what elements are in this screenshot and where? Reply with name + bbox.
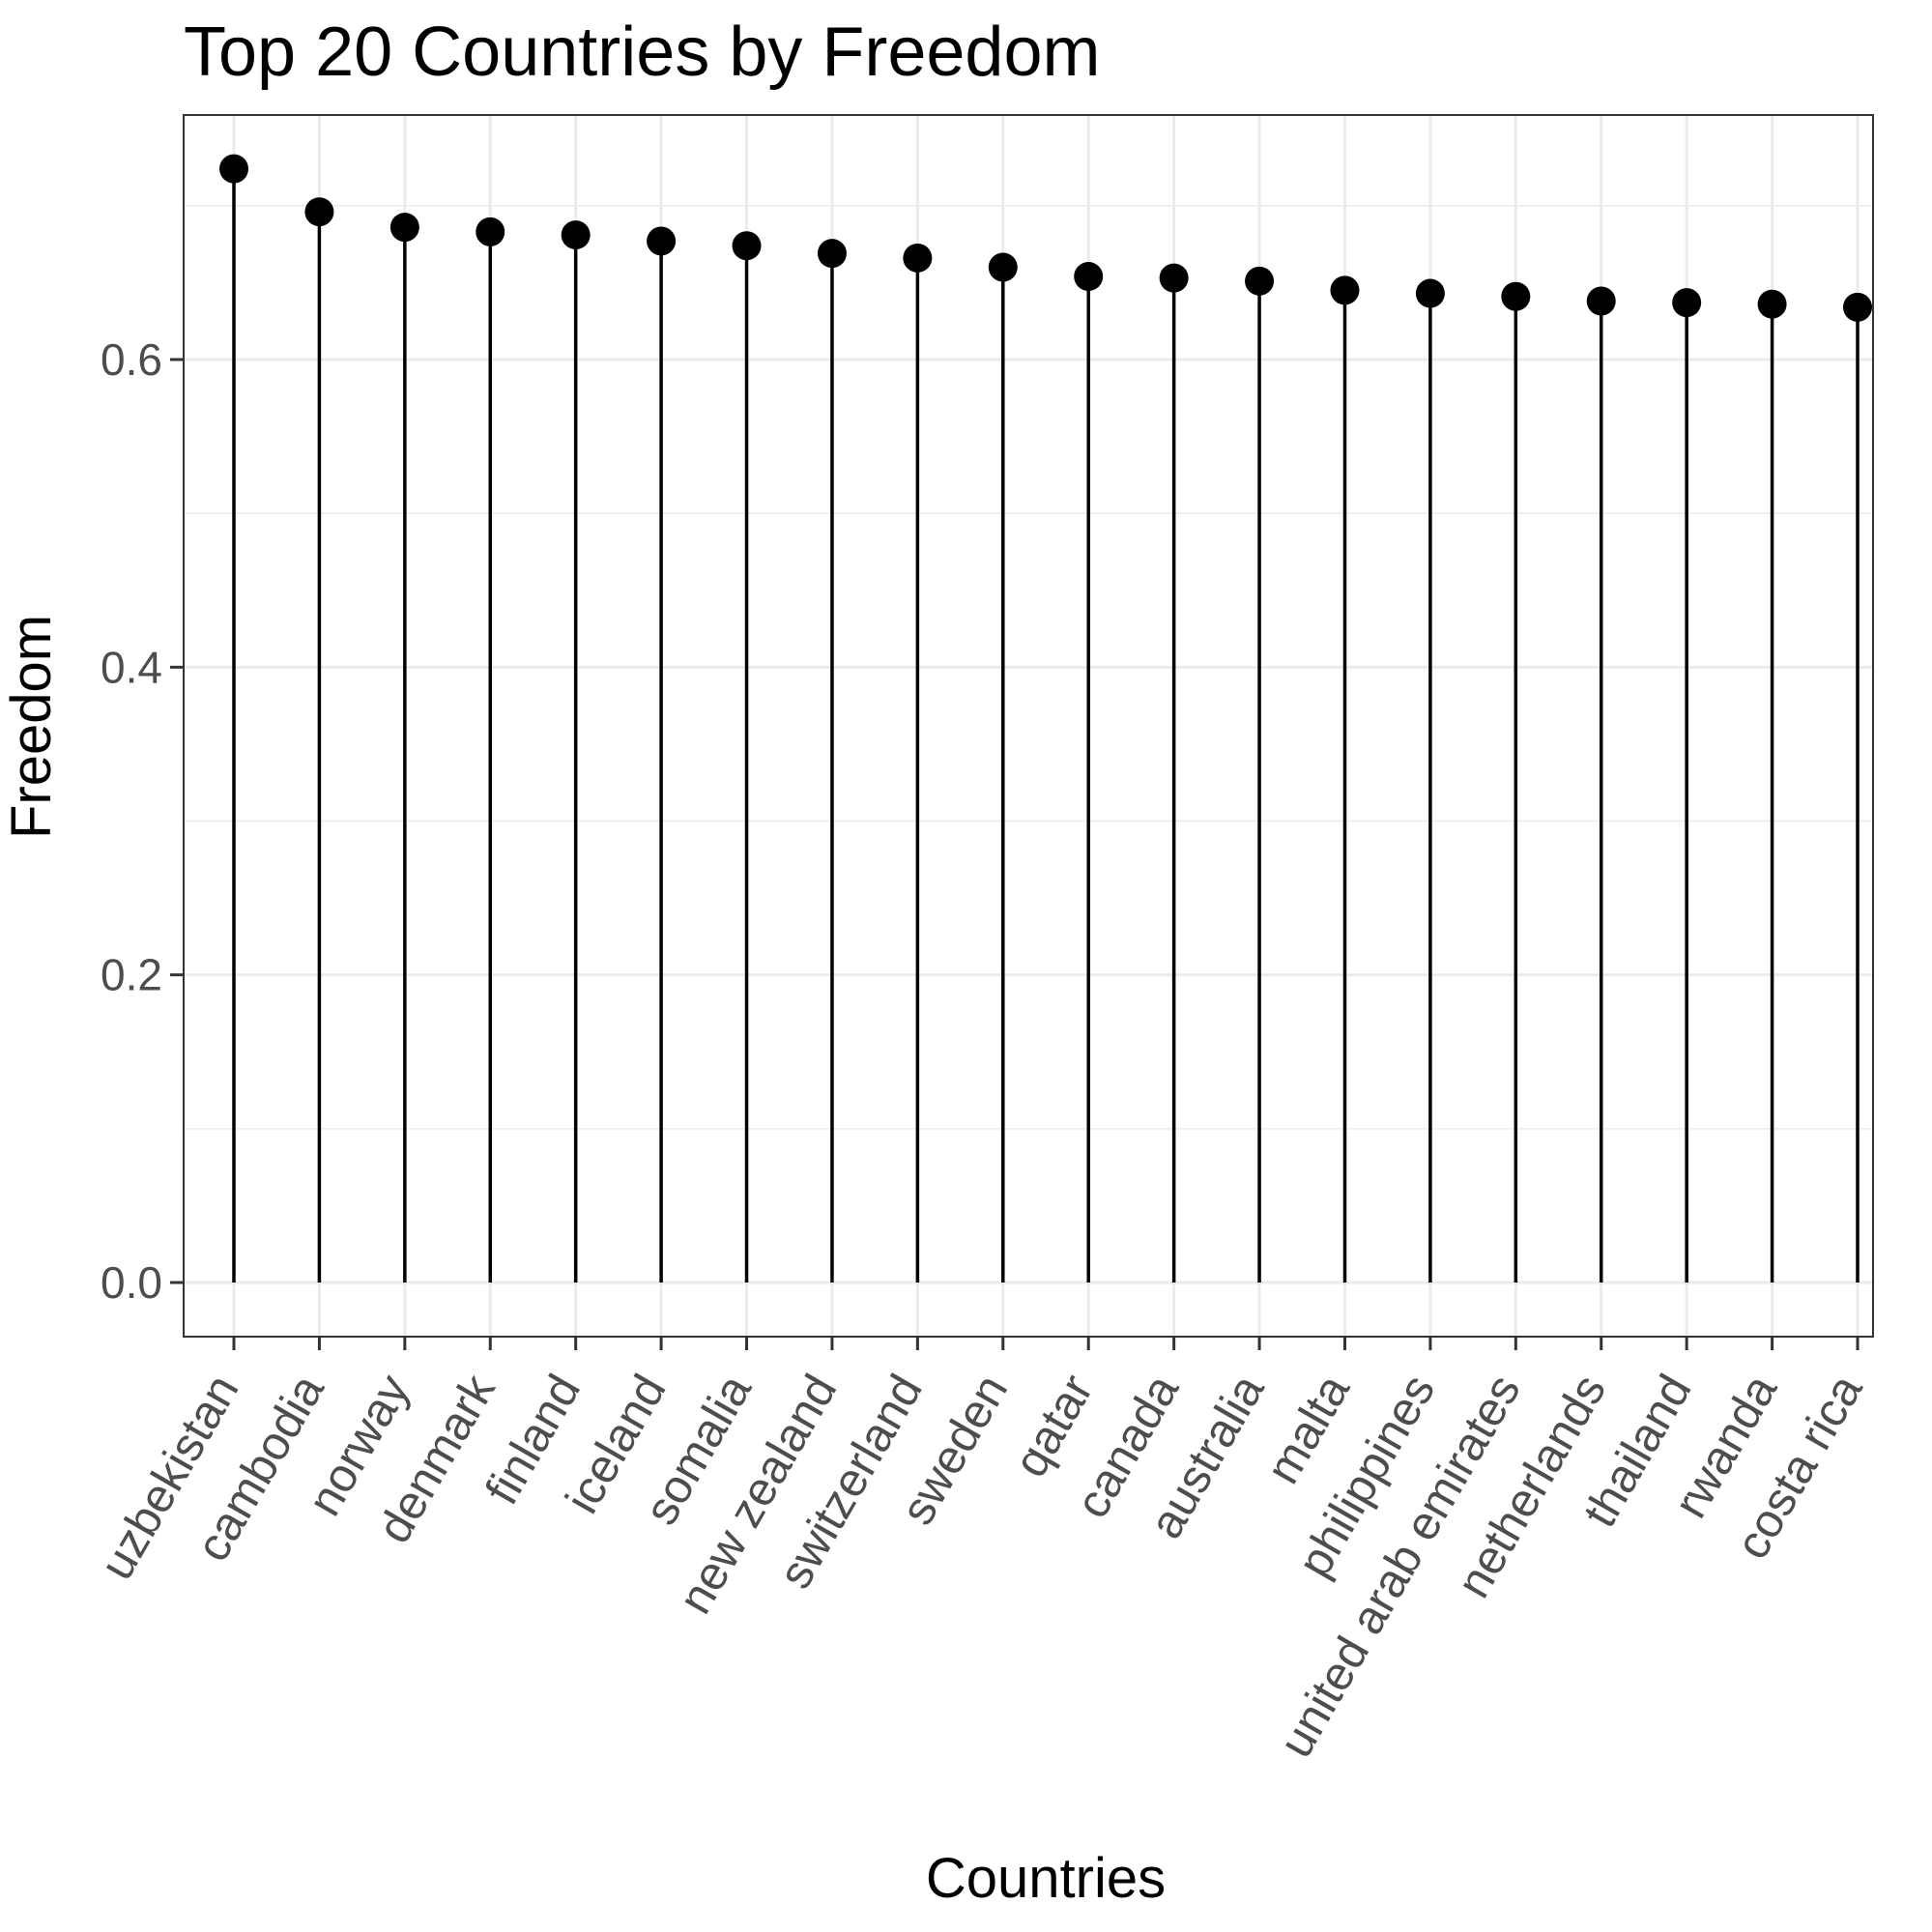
- y-axis-title: Freedom: [0, 615, 63, 839]
- lollipop-point: [1245, 266, 1275, 296]
- lollipop-point: [1415, 278, 1445, 308]
- lollipop-point: [1757, 289, 1787, 319]
- lollipop-point: [561, 220, 591, 250]
- lollipop-point: [903, 243, 933, 273]
- axes: 0.00.20.40.6uzbekistancambodianorwaydenm…: [91, 334, 1873, 1766]
- x-axis-title: Countries: [926, 1847, 1166, 1910]
- lollipop-point: [389, 213, 419, 243]
- lollipop-point: [1159, 263, 1189, 293]
- lollipop-point: [1672, 288, 1702, 318]
- y-tick-label: 0.0: [101, 1257, 162, 1308]
- lollipop-point: [988, 252, 1018, 282]
- lollipop-point: [1843, 292, 1872, 322]
- panel-border: [183, 114, 1874, 1338]
- lollipop-point: [1586, 286, 1616, 316]
- lollipop-point: [304, 197, 334, 227]
- lollipop-marks: [219, 154, 1872, 1283]
- lollipop-point: [817, 239, 847, 269]
- lollipop-point: [476, 216, 505, 246]
- lollipop-point: [1330, 275, 1360, 305]
- lollipop-point: [219, 154, 248, 184]
- y-tick-label: 0.6: [101, 334, 162, 385]
- lollipop-point: [647, 226, 677, 256]
- lollipop-point: [1074, 262, 1104, 292]
- chart-title: Top 20 Countries by Freedom: [184, 14, 1100, 91]
- y-tick-label: 0.2: [101, 950, 162, 1000]
- lollipop-point: [732, 231, 762, 261]
- grid-lines: [184, 115, 1873, 1337]
- lollipop-point: [1501, 281, 1531, 311]
- y-tick-label: 0.4: [101, 642, 162, 692]
